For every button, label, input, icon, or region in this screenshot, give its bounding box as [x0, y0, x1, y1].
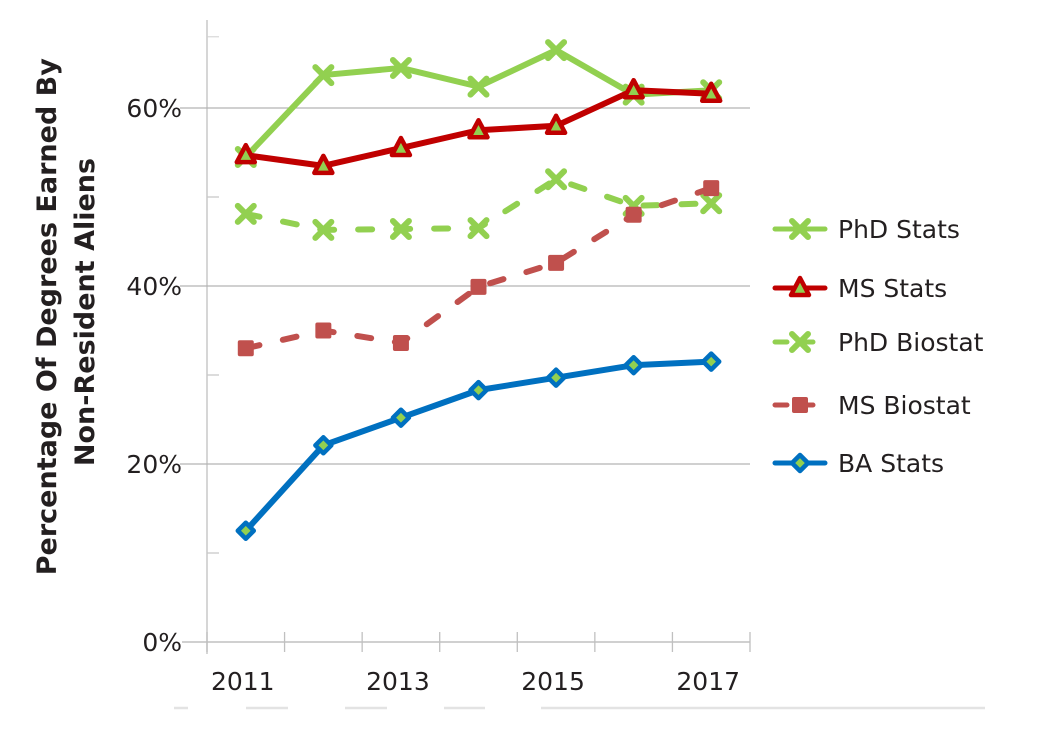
data-point-ms-biostat	[392, 334, 409, 351]
data-point-phd-biostat	[700, 192, 723, 215]
y-tick-label: 20%	[126, 450, 182, 479]
legend-marker-icon	[789, 218, 811, 240]
legend-label: MS Biostat	[838, 391, 971, 420]
x-tick-label: 2017	[676, 667, 740, 696]
legend-item-phd-biostat: PhD Biostat	[772, 328, 984, 357]
data-point-ms-stats	[312, 153, 335, 176]
data-point-ms-biostat	[470, 278, 487, 295]
data-point-phd-stats	[389, 56, 412, 79]
legend-marker-icon	[789, 452, 811, 474]
series-phd-biostat	[234, 168, 723, 241]
y-axis-label-line-1: Percentage Of Degrees Earned By	[32, 58, 63, 576]
data-point-phd-biostat	[545, 168, 568, 191]
data-point-ba-stats	[545, 367, 567, 388]
axes: 0% 20% 40% 60% 2011 2013 2015 2017	[126, 20, 985, 710]
x-tick-label: 2015	[521, 667, 585, 696]
data-point-ba-stats	[235, 520, 257, 541]
data-point-phd-biostat	[389, 218, 412, 241]
data-point-ms-biostat	[625, 206, 642, 223]
y-axis-label: Percentage Of Degrees Earned By Non-Resi…	[32, 49, 101, 576]
data-point-ms-stats	[234, 142, 258, 165]
data-point-ms-biostat	[315, 322, 332, 339]
data-point-phd-stats	[312, 64, 335, 87]
data-point-ba-stats	[390, 407, 412, 428]
y-tick-label: 40%	[126, 272, 182, 301]
legend-label: PhD Biostat	[838, 328, 984, 357]
legend-label: PhD Stats	[838, 215, 960, 244]
data-point-phd-stats	[467, 75, 490, 98]
series-phd-stats	[234, 39, 723, 168]
data-point-phd-biostat	[234, 202, 257, 225]
legend-label: BA Stats	[838, 449, 944, 478]
legend-item-ba-stats: BA Stats	[772, 449, 944, 478]
data-point-ms-biostat	[548, 254, 565, 271]
series-ba-stats	[235, 351, 722, 541]
data-point-ms-stats	[467, 118, 490, 140]
series-group	[234, 39, 723, 541]
y-tick-label: 0%	[142, 628, 182, 657]
legend-item-ms-biostat: MS Biostat	[772, 391, 971, 420]
data-point-phd-biostat	[312, 218, 335, 241]
legend-item-phd-stats: PhD Stats	[772, 215, 960, 244]
data-point-ba-stats	[700, 351, 722, 372]
x-tick-label: 2011	[211, 667, 275, 696]
data-point-phd-stats	[545, 39, 568, 62]
series-ms-stats	[234, 77, 723, 176]
y-axis-label-line-2: Non-Resident Aliens	[70, 158, 101, 466]
data-point-ba-stats	[623, 354, 644, 376]
data-point-ba-stats	[313, 435, 334, 456]
data-point-ms-stats	[544, 113, 568, 136]
legend-marker-icon	[788, 275, 812, 298]
legend-item-ms-stats: MS Stats	[772, 274, 947, 303]
data-point-ms-stats	[622, 77, 645, 100]
legend: PhD Stats MS Stats PhD Biostat MS Biostat BA…	[772, 215, 984, 478]
data-point-ba-stats	[468, 379, 489, 401]
data-point-ms-stats	[389, 135, 413, 158]
data-point-ms-stats	[699, 81, 723, 104]
legend-marker-icon	[792, 397, 808, 413]
legend-marker-icon	[789, 331, 811, 353]
series-ms-biostat	[237, 180, 720, 357]
y-tick-label: 60%	[126, 94, 182, 123]
data-point-phd-biostat	[467, 217, 490, 240]
data-point-ms-biostat	[237, 340, 254, 357]
legend-label: MS Stats	[838, 274, 947, 303]
data-point-ms-biostat	[703, 180, 720, 197]
x-tick-label: 2013	[366, 667, 430, 696]
